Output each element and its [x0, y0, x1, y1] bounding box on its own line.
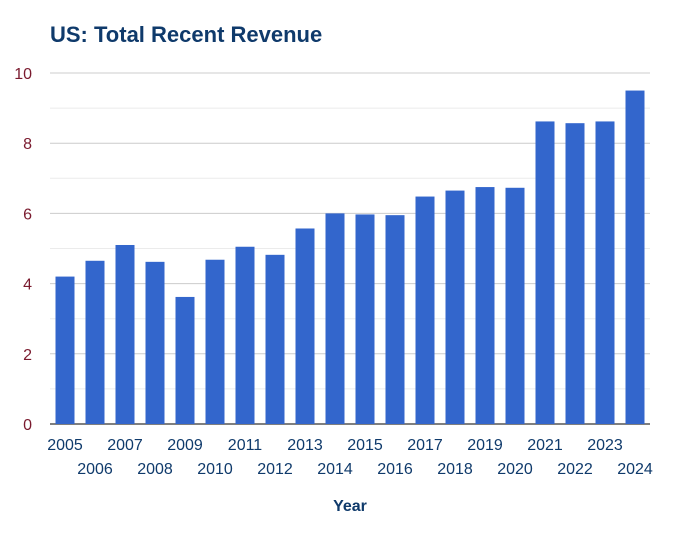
- bar-2012: [265, 254, 285, 424]
- bar-2021: [535, 121, 555, 424]
- grid: [50, 72, 650, 425]
- bar-2022: [565, 123, 585, 424]
- x-tick-label: 2020: [497, 461, 533, 478]
- bar-2009: [175, 296, 195, 424]
- bar-2010: [205, 259, 225, 424]
- x-tick-label: 2022: [557, 461, 593, 478]
- bar-2018: [445, 190, 465, 424]
- bar-2014: [325, 213, 345, 424]
- x-tick-label: 2009: [167, 437, 203, 454]
- bar-2024: [625, 90, 645, 425]
- x-axis-label: Year: [333, 498, 367, 515]
- y-tick-label: 10: [14, 66, 32, 83]
- y-tick-label: 2: [23, 347, 32, 364]
- bar-2007: [115, 244, 135, 424]
- x-tick-label: 2005: [47, 437, 83, 454]
- bar-2020: [505, 187, 525, 424]
- x-tick-label: 2010: [197, 461, 233, 478]
- x-tick-label: 2018: [437, 461, 473, 478]
- x-tick-label: 2014: [317, 461, 353, 478]
- bar-2008: [145, 261, 165, 424]
- x-tick-label: 2019: [467, 437, 503, 454]
- bar-2005: [55, 276, 75, 424]
- bar-2016: [385, 215, 405, 424]
- x-tick-label: 2011: [228, 437, 263, 454]
- y-tick-label: 0: [23, 417, 32, 434]
- bars: [55, 90, 645, 425]
- x-tick-label: 2021: [527, 437, 563, 454]
- y-axis-ticks: 0 2 4 6 8 10: [14, 66, 32, 434]
- chart-title: US: Total Recent Revenue: [50, 22, 323, 47]
- y-tick-label: 8: [23, 136, 32, 153]
- x-tick-label: 2013: [287, 437, 323, 454]
- x-tick-label: 2023: [587, 437, 623, 454]
- x-tick-label: 2006: [77, 461, 113, 478]
- x-tick-label: 2012: [257, 461, 293, 478]
- bar-2023: [595, 121, 615, 424]
- bar-2011: [235, 246, 255, 424]
- bar-2019: [475, 187, 495, 424]
- y-tick-label: 4: [23, 277, 32, 294]
- x-tick-label: 2024: [617, 461, 653, 478]
- x-tick-label: 2016: [377, 461, 413, 478]
- bar-2017: [415, 196, 435, 424]
- x-tick-label: 2007: [107, 437, 143, 454]
- x-tick-label: 2008: [137, 461, 173, 478]
- x-tick-label: 2015: [347, 437, 383, 454]
- y-tick-label: 6: [23, 206, 32, 223]
- x-tick-label: 2017: [407, 437, 443, 454]
- x-axis-ticks: 2005 2006 2007 2008 2009 2010 2011 2012 2013 2014…: [47, 437, 653, 478]
- bar-2013: [295, 228, 315, 424]
- bar-2006: [85, 260, 105, 424]
- bar-2015: [355, 214, 375, 424]
